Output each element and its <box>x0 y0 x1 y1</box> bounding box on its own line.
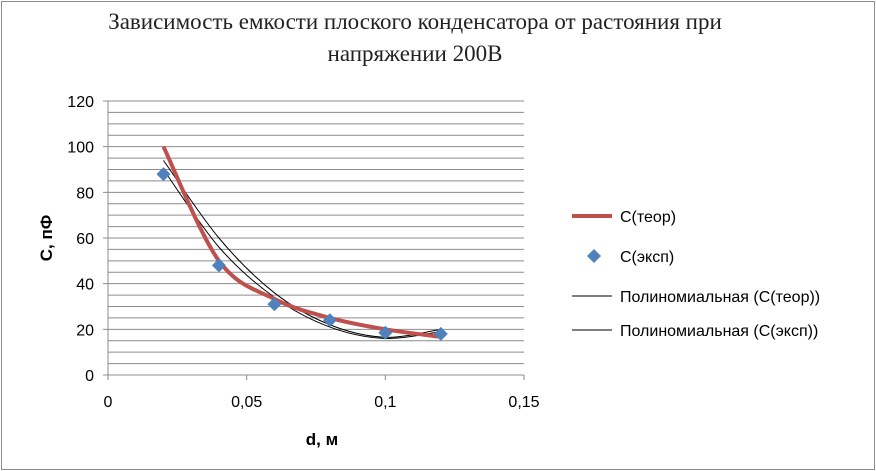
y-tick-label: 80 <box>76 185 94 202</box>
y-tick-label: 40 <box>76 277 94 294</box>
data-point-exp <box>267 297 282 312</box>
trendline <box>163 169 441 339</box>
x-tick-label: 0,15 <box>508 394 539 411</box>
tick-labels: 0 20 40 60 80 100 120 0 0,05 0,1 0,15 <box>67 94 539 411</box>
y-tick-label: 120 <box>67 94 94 111</box>
x-tick-label: 0,1 <box>374 394 396 411</box>
grid <box>108 100 524 365</box>
y-tick-label: 0 <box>85 368 94 385</box>
y-tick-label: 100 <box>67 140 94 157</box>
legend-label: C(эксп) <box>620 249 674 266</box>
x-tick-label: 0,05 <box>231 394 262 411</box>
data-point-exp <box>378 325 393 340</box>
data-point-exp <box>433 326 448 341</box>
legend: C(теор) C(эксп) Полиномиальная (C(теор)) По… <box>572 209 820 340</box>
chart-title: Зависимость емкости плоского конденсатор… <box>108 9 722 66</box>
data-point-exp <box>211 258 226 273</box>
legend-label: Полиномиальная (C(эксп)) <box>620 323 818 340</box>
data-point-exp <box>322 313 337 328</box>
data-point-exp <box>156 167 171 182</box>
x-tick-label: 0 <box>104 394 113 411</box>
y-axis-title: C, пФ <box>37 215 56 262</box>
axes <box>103 100 525 380</box>
legend-label: Полиномиальная (C(теор)) <box>620 289 820 306</box>
y-tick-label: 20 <box>76 322 94 339</box>
series-line-theory <box>161 145 442 339</box>
legend-marker-exp <box>587 249 601 263</box>
legend-label: C(теор) <box>620 209 676 226</box>
plot-area <box>156 145 448 341</box>
y-tick-label: 60 <box>76 231 94 248</box>
x-axis-title: d, м <box>306 430 338 449</box>
